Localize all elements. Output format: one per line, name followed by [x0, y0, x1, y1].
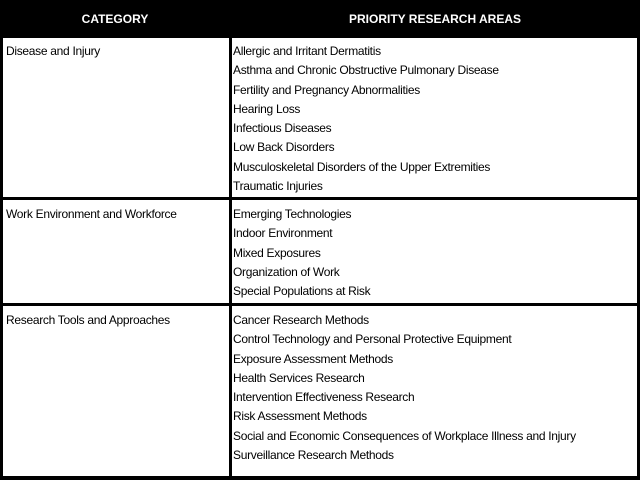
row-divider [0, 197, 640, 200]
list-item: Infectious Diseases [233, 121, 332, 136]
table-header: CATEGORY PRIORITY RESEARCH AREAS [0, 0, 640, 38]
list-item: Musculoskeletal Disorders of the Upper E… [233, 159, 491, 174]
list-item: Control Technology and Personal Protecti… [233, 332, 512, 347]
areas-list: Allergic and Irritant Dermatitis Asthma … [233, 42, 499, 196]
column-divider [229, 38, 232, 478]
list-item: Emerging Technologies [233, 207, 352, 221]
list-item: Social and Economic Consequences of Work… [233, 428, 576, 443]
list-item: Indoor Environment [233, 226, 333, 241]
list-item: Asthma and Chronic Obstructive Pulmonary… [233, 63, 499, 78]
header-priority-research-areas: PRIORITY RESEARCH AREAS [348, 12, 522, 26]
areas-list: Emerging Technologies Indoor Environment… [233, 205, 371, 301]
list-item: Health Services Research [233, 370, 365, 385]
category-cell: Disease and Injury [6, 44, 100, 58]
list-item: Intervention Effectiveness Research [233, 390, 415, 405]
list-item: Exposure Assessment Methods [233, 351, 393, 366]
list-item: Mixed Exposures [233, 245, 321, 260]
list-item: Allergic and Irritant Dermatitis [233, 44, 381, 58]
list-item: Risk Assessment Methods [233, 409, 367, 424]
list-item: Fertility and Pregnancy Abnormalities [233, 82, 420, 97]
category-cell: Research Tools and Approaches [6, 313, 170, 327]
list-item: Hearing Loss [233, 101, 301, 116]
areas-list: Cancer Research Methods Control Technolo… [233, 311, 576, 465]
list-item: Organization of Work [233, 264, 340, 279]
list-item: Low Back Disorders [233, 140, 335, 155]
header-category: CATEGORY [81, 12, 149, 26]
list-item: Cancer Research Methods [233, 313, 369, 327]
list-item: Traumatic Injuries [233, 179, 323, 194]
row-divider [0, 303, 640, 306]
category-cell: Work Environment and Workforce [6, 207, 177, 221]
list-item: Surveillance Research Methods [233, 448, 394, 463]
list-item: Special Populations at Risk [233, 284, 371, 299]
